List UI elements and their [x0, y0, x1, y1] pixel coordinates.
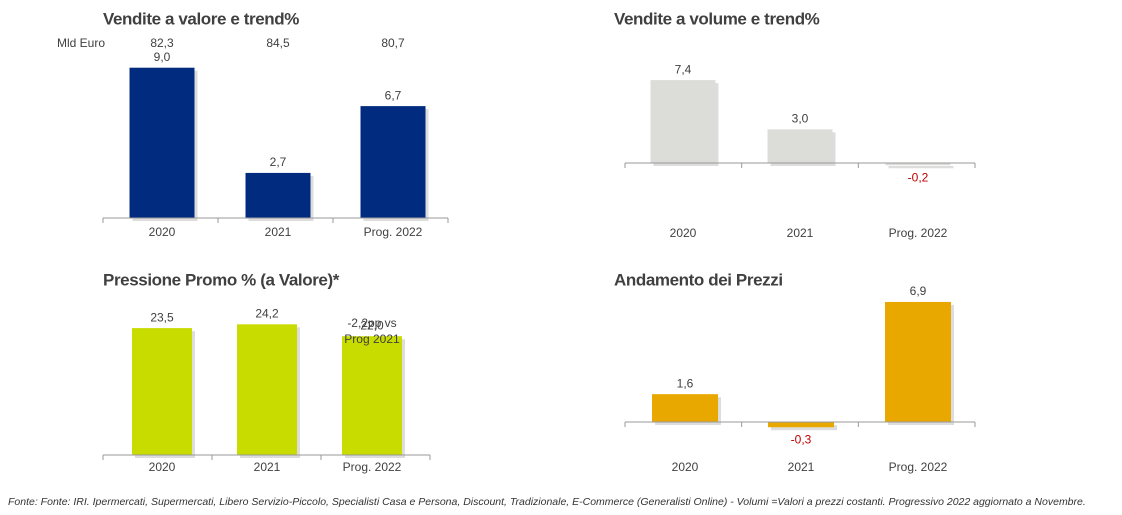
value-label: -0,2 — [908, 170, 929, 184]
value-label: 24,2 — [255, 306, 279, 320]
x-tick-label: 2020 — [149, 460, 176, 474]
total-label: 80,7 — [381, 36, 405, 50]
value-label: 6,9 — [910, 284, 927, 298]
bar — [132, 328, 192, 455]
chart-title: Vendite a volume e trend% — [614, 9, 820, 28]
bar — [767, 129, 833, 163]
x-tick-label: Prog. 2022 — [343, 460, 402, 474]
chart-title: Vendite a valore e trend% — [103, 9, 299, 28]
unit-label: Mld Euro — [57, 36, 105, 50]
value-label: 1,6 — [677, 376, 694, 390]
value-label: -0,3 — [791, 432, 812, 446]
bar — [768, 422, 834, 428]
value-label: 7,4 — [675, 62, 692, 76]
chart-title: Andamento dei Prezzi — [614, 270, 783, 289]
total-label: 84,5 — [266, 36, 290, 50]
footnote: Fonte: Fonte: IRI. Ipermercati, Supermer… — [8, 496, 1086, 508]
annotation: Prog 2021 — [344, 332, 400, 346]
bar — [360, 106, 426, 218]
x-tick-label: 2021 — [265, 225, 292, 239]
bar-shadow — [771, 425, 837, 431]
bar — [245, 172, 311, 218]
x-tick-label: Prog. 2022 — [889, 460, 948, 474]
x-tick-label: 2020 — [149, 225, 176, 239]
total-label: 82,3 — [150, 36, 174, 50]
value-label: 9,0 — [154, 50, 171, 64]
x-tick-label: 2021 — [254, 460, 281, 474]
bar — [885, 163, 951, 166]
bar — [237, 324, 297, 455]
bar — [885, 301, 951, 422]
value-label: 2,7 — [270, 155, 287, 169]
x-tick-label: Prog. 2022 — [364, 225, 423, 239]
x-tick-label: 2020 — [672, 460, 699, 474]
x-tick-label: 2021 — [788, 460, 815, 474]
bar — [342, 336, 402, 455]
bar-shadow — [888, 166, 954, 169]
x-tick-label: 2021 — [787, 226, 814, 240]
value-label: 23,5 — [150, 310, 174, 324]
annotation: -2,2pp vs — [347, 316, 396, 330]
bar — [652, 394, 718, 422]
x-tick-label: 2020 — [670, 226, 697, 240]
value-label: 22,0 — [360, 318, 384, 332]
x-tick-label: Prog. 2022 — [889, 226, 948, 240]
chart-title: Pressione Promo % (a Valore)* — [103, 270, 340, 289]
value-label: 3,0 — [792, 112, 809, 126]
bar — [650, 80, 716, 163]
value-label: 6,7 — [385, 88, 402, 102]
bar — [129, 67, 195, 218]
